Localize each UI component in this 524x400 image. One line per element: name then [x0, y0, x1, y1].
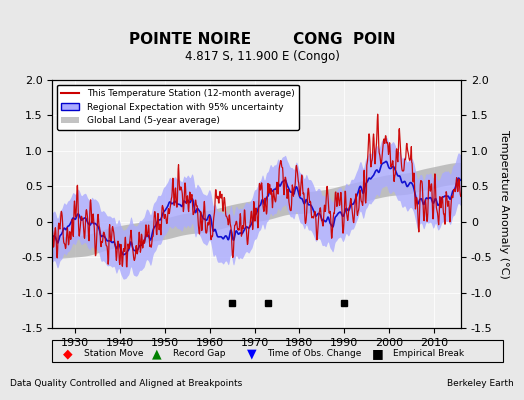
Legend: This Temperature Station (12-month average), Regional Expectation with 95% uncer: This Temperature Station (12-month avera… — [57, 84, 299, 130]
Text: ▲: ▲ — [152, 348, 162, 360]
Text: Data Quality Controlled and Aligned at Breakpoints: Data Quality Controlled and Aligned at B… — [10, 380, 243, 388]
Text: ◆: ◆ — [63, 348, 73, 360]
Y-axis label: Temperature Anomaly (°C): Temperature Anomaly (°C) — [499, 130, 509, 278]
Text: POINTE NOIRE        CONG  POIN: POINTE NOIRE CONG POIN — [129, 32, 395, 47]
Text: Berkeley Earth: Berkeley Earth — [447, 380, 514, 388]
Text: Station Move: Station Move — [84, 350, 144, 358]
Text: Record Gap: Record Gap — [173, 350, 225, 358]
Text: 4.817 S, 11.900 E (Congo): 4.817 S, 11.900 E (Congo) — [184, 50, 340, 63]
Text: Time of Obs. Change: Time of Obs. Change — [267, 350, 362, 358]
Text: ▼: ▼ — [247, 348, 256, 360]
Text: Empirical Break: Empirical Break — [393, 350, 464, 358]
Text: ■: ■ — [372, 348, 383, 360]
